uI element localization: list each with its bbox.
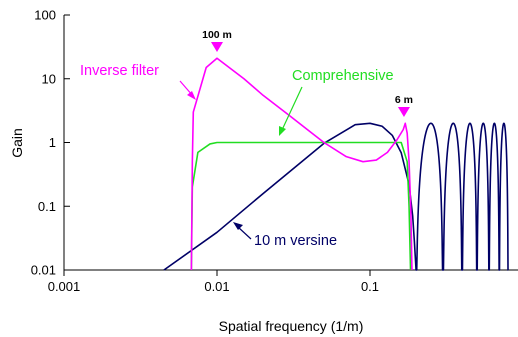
x-tick-label: 0.001 [48,279,81,294]
marker-100m-label: 100 m [202,29,232,41]
comprehensive-label: Comprehensive [292,68,394,84]
x-tick-label: 0.01 [204,279,229,294]
y-axis-title: Gain [9,128,25,158]
marker-6m-triangle [397,107,410,117]
y-tick-label: 0.1 [38,199,56,214]
versine-leader-arrowhead [233,222,243,230]
series-layer [163,57,509,271]
x-axis-title: Spatial frequency (1/m) [219,318,364,334]
versine-label: 10 m versine [254,233,337,249]
marker-6m-label: 6 m [395,94,413,106]
y-tick-label: 10 [42,71,56,86]
annotation-layer: 100 m 6 m Inverse filter Comprehensive 1… [80,29,413,249]
inverse-filter-label: Inverse filter [80,63,159,79]
y-tick-label: 100 [34,8,56,23]
series-line-comprehensive [190,141,412,271]
comprehensive-leader-arrowhead [279,126,286,136]
y-tick-label: 1 [49,135,56,150]
series-line-10-m-versine [163,122,509,271]
marker-100m-triangle [211,42,223,52]
comprehensive-leader-line [281,86,303,131]
x-tick-label: 0.1 [361,279,379,294]
y-tick-label: 0.01 [31,263,56,278]
versine-leader-line [237,226,252,240]
x-ticks: 0.001 0.01 0.1 [48,270,379,294]
inverse-filter-leader-arrowhead [187,91,196,100]
y-ticks: 0.01 0.1 1 10 100 [31,8,70,278]
series-line-inverse-filter [190,57,413,271]
